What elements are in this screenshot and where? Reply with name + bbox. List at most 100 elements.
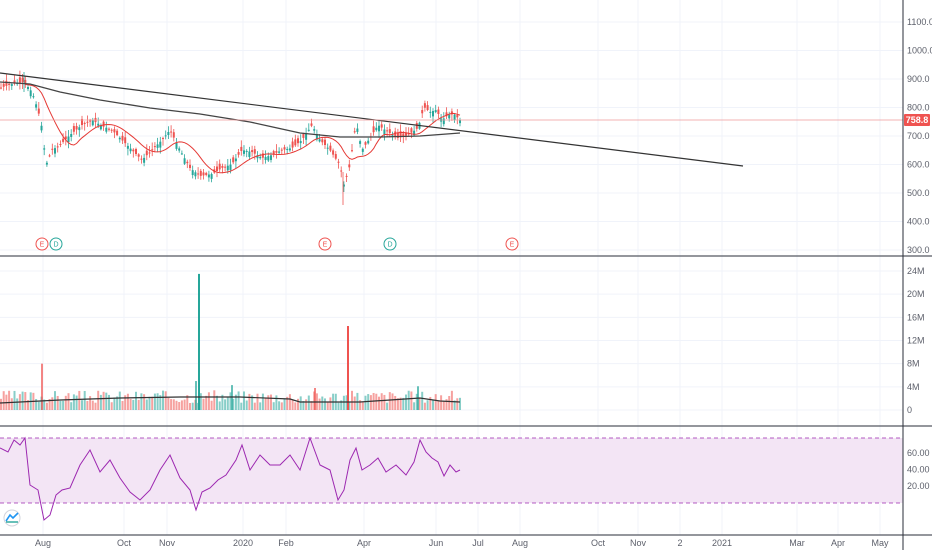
volume-bar [405,394,407,410]
moving-average-slow[interactable] [0,81,461,138]
candle [278,151,281,153]
volume-series[interactable] [0,273,461,410]
volume-bar [10,398,13,410]
candle [351,150,353,152]
earnings-event-marker[interactable]: E [505,237,519,251]
candle [234,158,237,162]
volume-bar [291,400,294,410]
candle [261,153,264,158]
candle [356,128,359,132]
volume-bar [41,363,43,410]
volume-bar [259,402,262,410]
candle [54,148,56,154]
volume-axis[interactable]: 24M 20M 16M 12M 8M 4M 0 [907,266,925,415]
rsi-axis[interactable]: 60.00 40.00 20.00 [907,448,930,491]
volume-bar [172,399,175,410]
volume-bar [429,396,432,410]
candle [124,137,127,144]
volume-bar [48,399,51,410]
candle [132,149,135,152]
volume-bar [116,396,119,410]
volume-bar [413,402,416,410]
candle [275,150,278,153]
volume-tick-label: 0 [907,405,912,415]
volume-bar [232,398,235,410]
volume-bar [124,395,127,410]
dividend-event-marker[interactable]: D [383,237,397,251]
volume-bar [148,396,151,410]
candle [340,170,343,172]
volume-bar [270,394,272,410]
candle [453,114,456,120]
candle [378,125,380,132]
candle [283,147,286,150]
volume-bar [253,402,256,410]
candle [59,144,62,146]
volume-bar [145,399,148,410]
volume-bar [162,390,164,410]
rsi-line[interactable] [0,436,461,521]
volume-bar [229,392,232,410]
candle [421,110,424,114]
event-label: D [53,242,58,249]
candle [137,154,140,157]
candle [110,129,113,131]
volume-bar [72,394,75,410]
volume-spike-bar [347,326,349,410]
candle [108,128,110,130]
volume-bar [16,398,19,410]
candle [413,130,416,136]
candle [207,174,210,178]
candle [186,161,189,164]
candle [405,132,407,136]
volume-bar [140,393,143,410]
tradingview-logo-icon[interactable] [3,509,21,527]
time-tick-label: May [871,538,889,548]
event-label: E [323,242,328,249]
candle [113,129,116,133]
candle [197,173,200,175]
volume-bar [342,395,345,410]
earnings-event-marker[interactable]: E [318,237,332,251]
volume-bar [126,393,129,410]
candle [102,121,105,127]
candle [143,157,146,163]
volume-bar [299,396,302,410]
candle [259,156,262,159]
candle [264,156,267,160]
volume-bar [407,390,410,410]
volume-bar [89,396,92,410]
candle [75,126,78,130]
candle [140,158,143,160]
price-tick-label: 600.0 [907,160,930,170]
rsi-tick-label: 60.00 [907,448,930,458]
volume-moving-average[interactable] [0,396,461,404]
volume-bar [453,400,456,410]
volume-bar [59,400,62,410]
candle [37,108,40,114]
candle [345,175,348,177]
volume-bar [359,400,362,410]
candle [24,79,27,84]
volume-bar [132,399,135,410]
volume-bar [437,400,440,410]
price-axis[interactable]: 1100.0 1000.0 900.0 800.0 700.0 600.0 500.0 400… [907,17,932,255]
price-pane[interactable] [0,0,903,255]
dividend-event-marker[interactable]: D [49,237,63,251]
time-tick-label: Nov [630,538,647,548]
price-tick-label: 500.0 [907,188,930,198]
trendline[interactable] [0,72,744,167]
earnings-event-marker[interactable]: E [35,237,49,251]
time-axis[interactable]: Aug Oct Nov 2020 Feb Apr Jun Jul Aug Oct Nov 2 2021 M… [35,538,889,548]
volume-bar [337,402,340,410]
moving-average-fast[interactable] [25,84,461,174]
volume-bar [35,399,38,410]
candle [27,87,29,90]
volume-bar [43,399,46,410]
candle [396,133,399,138]
volume-bar [394,395,397,410]
candle [148,152,151,154]
volume-bar [13,390,16,410]
